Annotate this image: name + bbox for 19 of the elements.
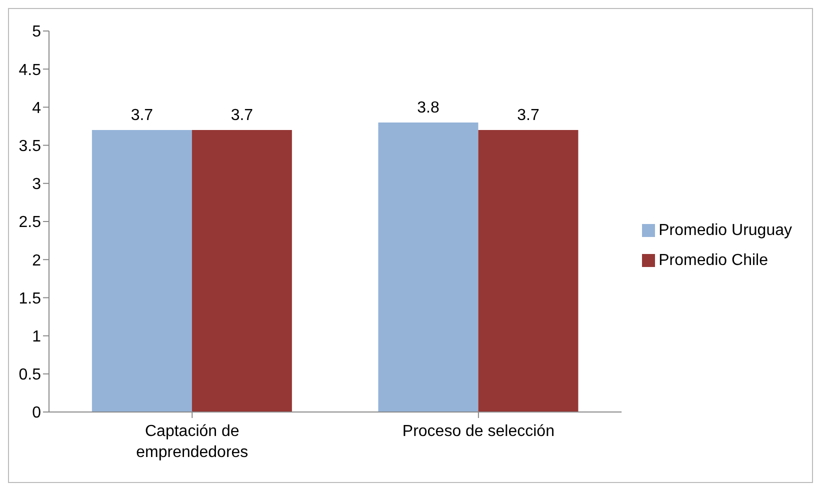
data-label: 3.7 [230,107,254,124]
x-tick-label: Captación de emprendedores [136,423,248,461]
y-tick-label: 3 [32,176,42,194]
y-tick-label: 2.5 [18,214,42,232]
y-tick-label: 2 [32,252,42,270]
y-tick-label: 1 [32,328,42,346]
legend-label: Promedio Chile [658,252,768,268]
data-label: 3.7 [517,107,540,124]
y-tick-label: 0.5 [18,366,42,384]
data-label: 3.7 [130,107,154,124]
y-tick-label: 1.5 [18,290,42,308]
y-tick-label: 5 [32,24,42,41]
y-tick-label: 3.5 [18,138,42,155]
y-tick-label: 4.5 [18,62,42,79]
legend-label: Promedio Uruguay [658,222,792,238]
y-tick-label: 4 [32,100,42,117]
y-tick-label: 0 [32,404,42,422]
data-label: 3.8 [417,99,440,116]
x-tick-label: Proceso de selección [402,423,554,440]
